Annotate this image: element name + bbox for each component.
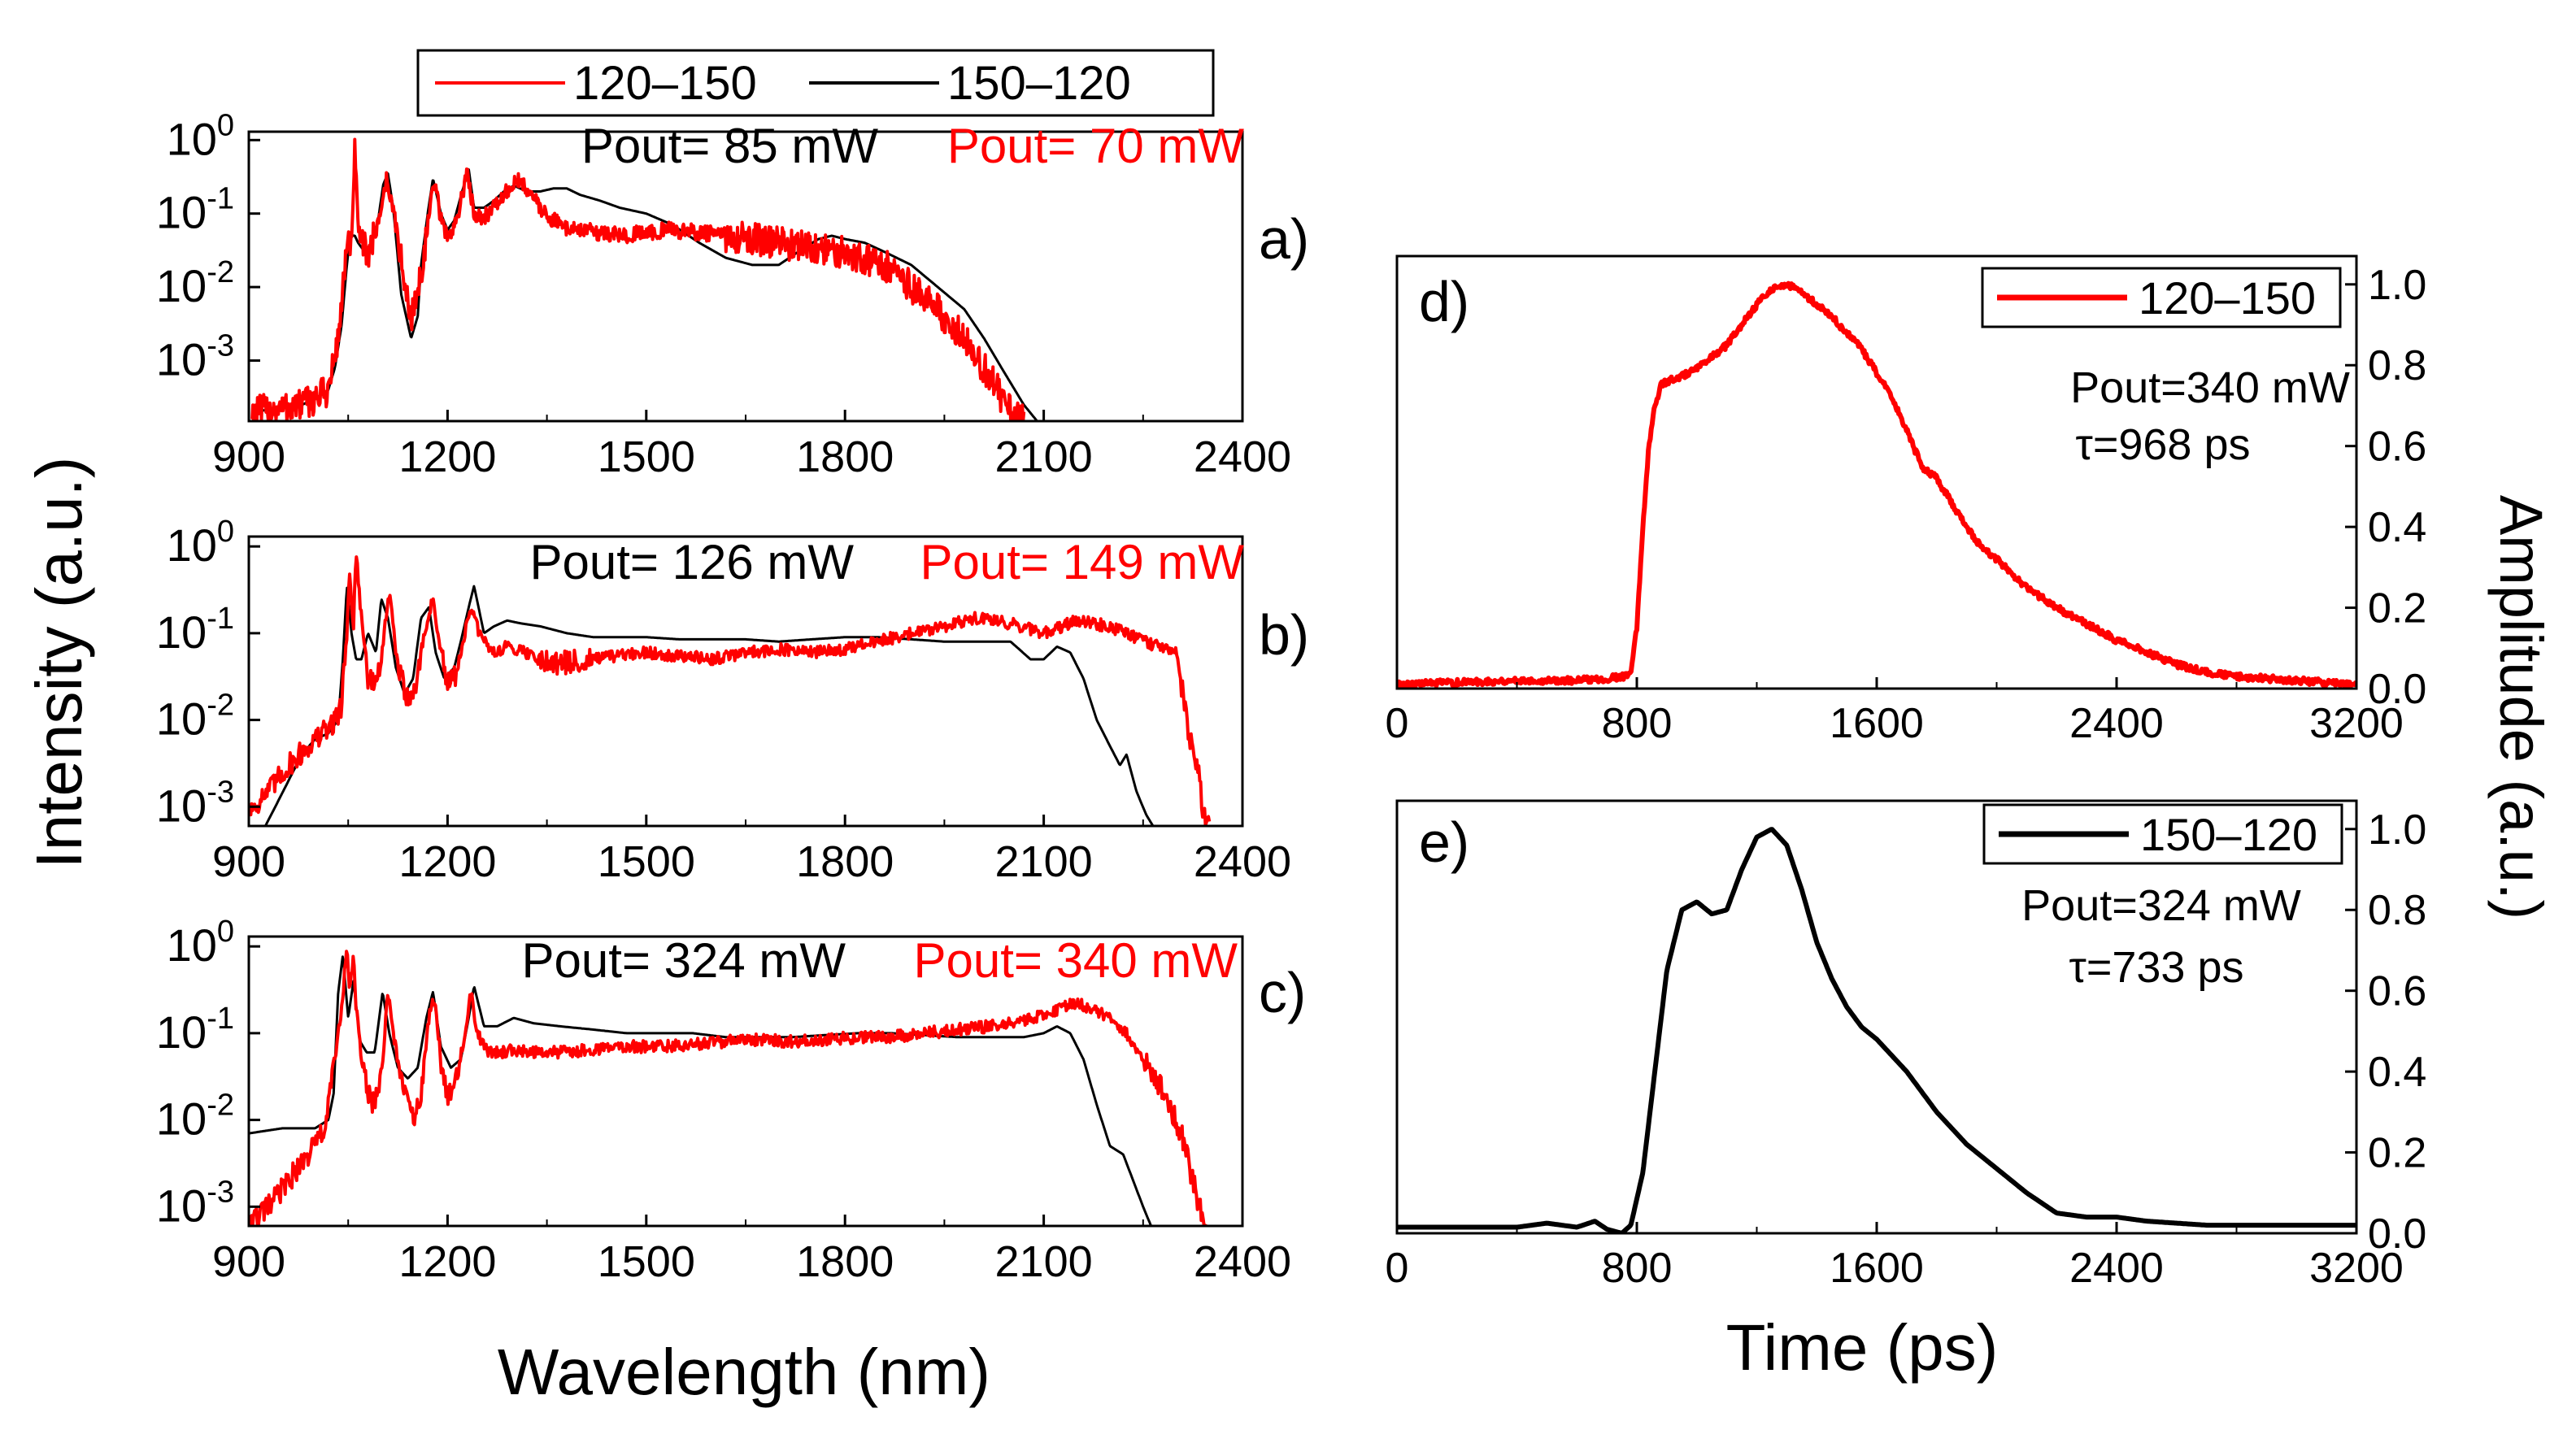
power-annotation: Pout=340 mW (2070, 363, 2350, 412)
x-tick-label: 2100 (995, 432, 1093, 481)
legend-spectra: 120–150 150–120 (416, 49, 1215, 117)
y-tick-label: 10-1 (156, 1002, 234, 1058)
y-tick-label: 0.4 (2368, 504, 2426, 551)
y-tick-label: 10-1 (156, 602, 234, 658)
series-line-150-120 (1397, 827, 2356, 1233)
panel-label: b) (1259, 603, 1309, 667)
y-tick-label: 100 (167, 515, 234, 571)
y-tick-label: 1.0 (2368, 806, 2426, 854)
series-group (1397, 827, 2356, 1233)
y-tick-label: 0.8 (2368, 887, 2426, 934)
x-tick-label: 2400 (2069, 700, 2164, 747)
x-tick-label: 2400 (1194, 1237, 1291, 1286)
panel-label: a) (1259, 207, 1309, 271)
y-tick-label: 1.0 (2368, 262, 2426, 309)
y-tick-label: 0.8 (2368, 342, 2426, 389)
power-annotation: τ=968 ps (2076, 420, 2251, 469)
x-tick-label: 900 (212, 1237, 285, 1286)
y-tick-label: 0.6 (2368, 968, 2426, 1015)
power-annotation: Pout=324 mW (2021, 881, 2301, 930)
legend-label: 120–150 (2139, 272, 2316, 324)
x-tick-label: 900 (212, 837, 285, 886)
x-tick-label: 1600 (1830, 700, 1924, 747)
y-tick-label: 10-3 (156, 1175, 234, 1231)
series-line-120-150 (250, 137, 1026, 421)
panel-c: 900 1200 1500 1800 2100 2400 100 10-1 10-2 10-3 c)… (156, 915, 1306, 1286)
y-tick-label: 10-3 (156, 329, 234, 385)
y-tick-label: 0.4 (2368, 1049, 2426, 1096)
series-line-150-120 (251, 168, 1038, 421)
y-tick-label: 0.0 (2368, 1211, 2426, 1258)
power-annotation: Pout= 149 mW (920, 535, 1244, 589)
panel-a: 900 1200 1500 1800 2100 2400 100 10-1 10-2 10-3 a)… (156, 108, 1309, 481)
x-tick-label: 3200 (2309, 700, 2404, 747)
x-tick-label: 1800 (796, 1237, 894, 1286)
x-axis-title-wavelength: Wavelength (nm) (498, 1336, 990, 1408)
series-line-120-150 (1397, 280, 2356, 689)
series-group (249, 555, 1212, 826)
x-tick-label: 2100 (995, 837, 1093, 886)
legend-box (1982, 803, 2343, 865)
y-tick-label: 10-1 (156, 182, 234, 238)
x-tick-label: 1500 (598, 837, 695, 886)
x-axis-title-time: Time (ps) (1726, 1311, 1999, 1384)
y-tick-label: 100 (167, 108, 234, 164)
y-axis-title-intensity: Intensity (a.u.) (23, 457, 95, 869)
x-tick-label: 2400 (2069, 1245, 2164, 1292)
series-group (250, 137, 1038, 421)
x-tick-label: 1600 (1830, 1245, 1924, 1292)
panel-b: 900 1200 1500 1800 2100 2400 100 10-1 10-2 10-3 b)… (156, 515, 1309, 886)
legend-label-150-120: 150–120 (947, 57, 1131, 110)
x-tick-label: 800 (1602, 700, 1673, 747)
x-tick-label: 1200 (398, 432, 496, 481)
y-tick-label: 10-2 (156, 1089, 234, 1145)
series-line-120-150 (249, 950, 1208, 1226)
panel-label: d) (1419, 270, 1469, 333)
x-tick-label: 1800 (796, 432, 894, 481)
y-tick-label: 10-2 (156, 689, 234, 745)
y-tick-label: 0.2 (2368, 1130, 2426, 1177)
series-line-150-120 (264, 585, 1155, 826)
y-tick-label: 10-2 (156, 255, 234, 311)
y-tick-label: 100 (167, 915, 234, 971)
y-tick-label: 0.6 (2368, 424, 2426, 471)
x-tick-label: 2400 (1194, 432, 1291, 481)
x-tick-label: 1200 (398, 1237, 496, 1286)
x-tick-label: 2400 (1194, 837, 1291, 886)
power-annotation: Pout= 324 mW (521, 933, 846, 988)
panel-label: c) (1259, 961, 1306, 1024)
power-annotation: Pout= 340 mW (913, 933, 1238, 988)
series-group (1397, 280, 2356, 689)
x-tick-label: 3200 (2309, 1245, 2404, 1292)
series-group (249, 950, 1208, 1226)
power-annotation: τ=733 ps (2069, 943, 2244, 992)
y-tick-label: 0.0 (2368, 666, 2426, 713)
x-tick-label: 1500 (598, 1237, 695, 1286)
x-tick-label: 0 (1386, 1245, 1409, 1292)
legend-label-120-150: 120–150 (573, 57, 757, 110)
x-tick-label: 1200 (398, 837, 496, 886)
legend-label: 150–120 (2140, 809, 2317, 860)
x-tick-label: 1800 (796, 837, 894, 886)
x-tick-label: 0 (1386, 700, 1409, 747)
x-tick-label: 2100 (995, 1237, 1093, 1286)
power-annotation: Pout= 85 mW (581, 119, 879, 173)
x-tick-label: 900 (212, 432, 285, 481)
power-annotation: Pout= 126 mW (529, 535, 854, 589)
y-tick-label: 0.2 (2368, 585, 2426, 632)
x-tick-label: 800 (1602, 1245, 1673, 1292)
power-annotation: Pout= 70 mW (947, 119, 1245, 173)
x-tick-label: 1500 (598, 432, 695, 481)
y-tick-label: 10-3 (156, 775, 234, 831)
panel-label: e) (1419, 811, 1469, 874)
series-line-120-150 (249, 555, 1212, 826)
y-axis-title-amplitude: Amplitude (a.u.) (2487, 495, 2555, 919)
